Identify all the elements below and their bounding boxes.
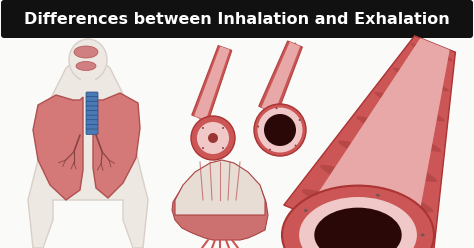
Ellipse shape [74, 46, 98, 58]
Ellipse shape [420, 234, 425, 237]
Ellipse shape [197, 122, 229, 154]
Ellipse shape [338, 141, 437, 182]
FancyBboxPatch shape [86, 115, 98, 121]
Polygon shape [33, 95, 83, 200]
Ellipse shape [299, 119, 301, 121]
Ellipse shape [204, 89, 211, 105]
FancyBboxPatch shape [86, 129, 98, 134]
Ellipse shape [219, 48, 226, 62]
Ellipse shape [257, 125, 259, 127]
FancyBboxPatch shape [86, 124, 98, 130]
Ellipse shape [282, 186, 434, 248]
Ellipse shape [288, 42, 296, 59]
Polygon shape [305, 38, 450, 248]
Ellipse shape [264, 114, 296, 146]
Ellipse shape [275, 107, 278, 109]
FancyBboxPatch shape [86, 97, 98, 102]
Ellipse shape [410, 43, 453, 61]
Ellipse shape [69, 39, 107, 81]
Ellipse shape [392, 68, 449, 91]
Ellipse shape [199, 102, 207, 120]
Ellipse shape [283, 55, 291, 72]
Ellipse shape [314, 208, 401, 248]
FancyBboxPatch shape [86, 101, 98, 107]
Polygon shape [259, 41, 302, 114]
Polygon shape [191, 46, 232, 121]
Polygon shape [262, 42, 300, 113]
Ellipse shape [209, 75, 216, 91]
Ellipse shape [76, 62, 96, 70]
Ellipse shape [269, 149, 271, 151]
FancyBboxPatch shape [81, 78, 95, 94]
Ellipse shape [214, 61, 221, 77]
Polygon shape [194, 46, 230, 120]
Ellipse shape [295, 145, 297, 147]
Ellipse shape [376, 194, 380, 197]
Ellipse shape [272, 81, 281, 99]
Ellipse shape [257, 107, 302, 153]
Text: Differences between Inhalation and Exhalation: Differences between Inhalation and Exhal… [24, 12, 450, 28]
Ellipse shape [202, 127, 204, 129]
Ellipse shape [222, 127, 224, 129]
Polygon shape [172, 161, 268, 240]
Ellipse shape [191, 116, 235, 160]
Ellipse shape [266, 94, 275, 113]
Ellipse shape [254, 104, 306, 156]
FancyBboxPatch shape [86, 111, 98, 116]
FancyBboxPatch shape [86, 92, 98, 97]
Ellipse shape [374, 92, 445, 122]
Ellipse shape [202, 147, 204, 149]
Ellipse shape [304, 209, 308, 212]
Ellipse shape [302, 189, 429, 243]
Ellipse shape [299, 197, 417, 248]
Ellipse shape [356, 116, 441, 152]
Ellipse shape [208, 133, 218, 143]
Polygon shape [175, 160, 265, 215]
Polygon shape [284, 36, 456, 248]
FancyBboxPatch shape [86, 120, 98, 125]
Polygon shape [28, 58, 148, 248]
Ellipse shape [320, 165, 433, 212]
Ellipse shape [277, 68, 286, 86]
FancyBboxPatch shape [1, 0, 473, 38]
FancyBboxPatch shape [86, 106, 98, 111]
Ellipse shape [222, 147, 224, 149]
Polygon shape [93, 93, 140, 198]
